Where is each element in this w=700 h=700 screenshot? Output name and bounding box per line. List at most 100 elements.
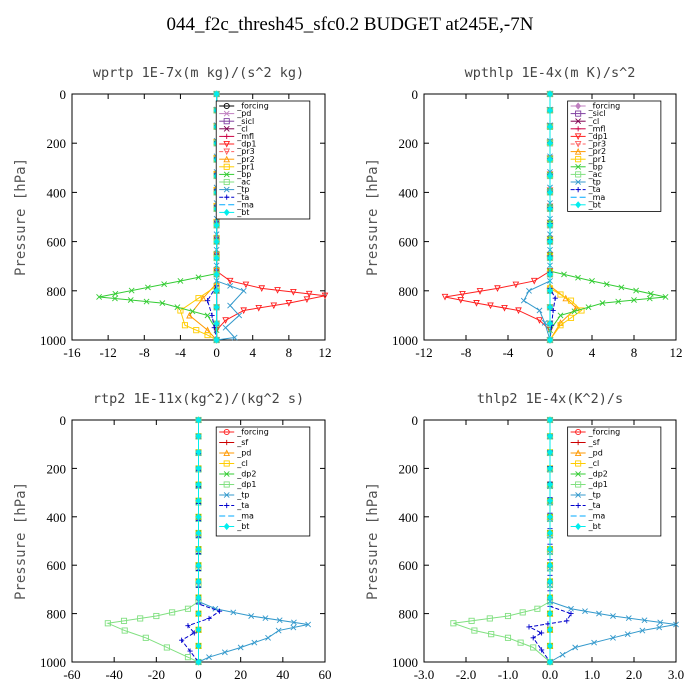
data-point <box>541 319 548 326</box>
data-point <box>539 647 545 653</box>
legend-marker <box>575 201 582 209</box>
data-point <box>143 298 150 305</box>
data-point <box>547 529 553 537</box>
data-point <box>104 620 111 627</box>
panel-title: rtp2 1E-11x(kg^2)/(kg^2 s) <box>93 391 304 407</box>
data-point <box>567 314 575 321</box>
legend-label: _pr3 <box>588 140 606 149</box>
y-tick-label: 600 <box>399 235 419 250</box>
data-point <box>639 627 646 634</box>
legend-label: _tp <box>588 491 601 500</box>
data-point <box>515 307 522 315</box>
legend-label: _sicl <box>236 117 254 126</box>
data-point <box>195 464 202 472</box>
data-point <box>572 644 579 651</box>
data-point <box>526 287 532 294</box>
legend-label: _pr3 <box>236 147 254 156</box>
legend-marker <box>575 179 582 185</box>
data-point <box>536 317 543 324</box>
y-tick-label: 400 <box>47 185 67 200</box>
data-point <box>144 284 151 291</box>
series-line <box>523 94 551 341</box>
legend-label: _ac <box>588 170 602 179</box>
data-point <box>519 609 526 616</box>
data-point <box>290 288 297 296</box>
legend-marker <box>223 102 230 110</box>
x-tick-label: 2.0 <box>626 667 642 682</box>
data-point <box>120 617 128 624</box>
data-point <box>199 294 207 302</box>
x-tick-label: 4 <box>589 345 596 360</box>
data-point <box>195 561 202 569</box>
x-tick-label: 0.0 <box>542 667 558 682</box>
data-point <box>547 205 553 213</box>
data-point <box>547 610 553 618</box>
data-point <box>231 334 238 341</box>
legend-label: _forcing <box>588 428 621 437</box>
data-point <box>494 285 501 292</box>
data-point <box>468 617 475 624</box>
data-point <box>213 270 220 278</box>
data-point <box>585 304 592 311</box>
legend-marker <box>575 502 581 509</box>
x-tick-label: -20 <box>148 667 165 682</box>
legend-marker <box>575 428 582 436</box>
data-point <box>557 291 564 298</box>
data-point <box>633 287 640 294</box>
data-point <box>596 610 602 617</box>
data-point <box>195 626 202 634</box>
data-point <box>230 609 237 616</box>
data-point <box>195 545 202 553</box>
legend-label: _dp1 <box>588 132 608 141</box>
data-point <box>610 634 616 641</box>
data-point <box>526 624 532 630</box>
data-point <box>127 297 134 303</box>
series-line <box>453 420 551 663</box>
data-point <box>112 290 119 297</box>
legend-label: _cl <box>588 459 600 468</box>
legend-label: _mfl <box>588 124 606 133</box>
legend-marker <box>224 439 230 446</box>
data-point <box>204 332 211 339</box>
data-point <box>189 308 196 315</box>
y-tick-label: 1000 <box>392 655 418 670</box>
x-tick-label: -3.0 <box>414 667 435 682</box>
data-point <box>195 480 202 489</box>
data-point <box>473 300 480 307</box>
data-point <box>488 631 495 638</box>
y-axis-label: Pressure [hPa] <box>365 482 381 600</box>
y-tick-label: 0 <box>60 413 67 428</box>
data-point <box>195 497 202 505</box>
legend-marker <box>224 502 230 509</box>
data-point <box>195 274 202 281</box>
legend-label: _ta <box>236 193 249 202</box>
data-point <box>547 90 553 98</box>
data-point <box>547 221 553 229</box>
legend-marker <box>575 492 582 498</box>
panel-3: rtp2 1E-11x(kg^2)/(kg^2 s) Pressure [hPa]… <box>13 391 332 682</box>
legend-label: _ta <box>236 501 249 510</box>
x-tick-label: -4 <box>175 345 186 360</box>
series-line <box>188 94 218 341</box>
data-point <box>184 654 192 661</box>
panel-4: thlp2 1E-4x(K^2)/s Pressure [hPa] 0 200 400 6… <box>365 391 684 682</box>
data-point <box>321 292 329 300</box>
y-tick-label: 600 <box>47 235 67 250</box>
data-point <box>504 634 512 641</box>
series-line <box>444 94 551 340</box>
legend-marker <box>223 208 230 216</box>
data-point <box>258 285 266 292</box>
data-point <box>547 658 553 666</box>
data-point <box>161 281 168 288</box>
y-tick-label: 0 <box>60 87 67 102</box>
legend-label: _tp <box>236 185 249 194</box>
data-point <box>221 649 228 656</box>
legend-box <box>215 100 311 220</box>
y-tick-label: 200 <box>399 461 419 476</box>
y-tick-label: 600 <box>399 558 419 573</box>
legend-box <box>567 426 662 537</box>
data-point <box>213 336 220 344</box>
data-point <box>536 307 543 314</box>
data-point <box>121 627 128 634</box>
y-tick-label: 0 <box>412 87 419 102</box>
